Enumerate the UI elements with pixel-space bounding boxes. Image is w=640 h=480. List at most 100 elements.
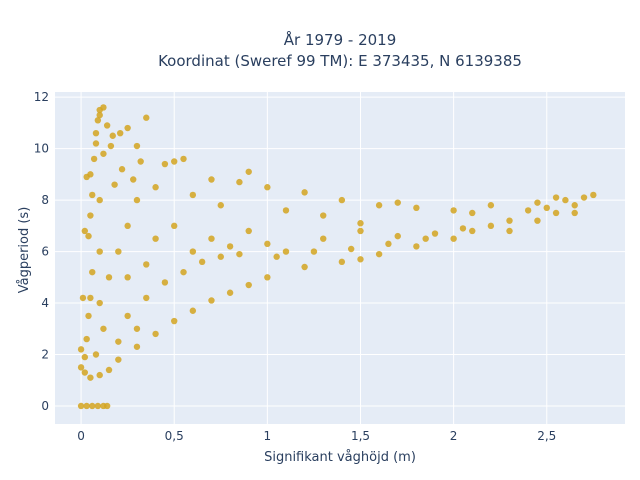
data-point bbox=[92, 351, 100, 358]
data-point bbox=[81, 369, 89, 376]
data-point bbox=[96, 196, 103, 204]
data-point bbox=[85, 232, 92, 240]
data-point bbox=[111, 181, 118, 188]
data-point bbox=[77, 364, 85, 371]
data-point bbox=[506, 227, 513, 235]
data-point bbox=[137, 158, 144, 165]
data-point bbox=[282, 207, 290, 214]
data-point bbox=[92, 129, 100, 137]
data-point bbox=[79, 294, 87, 302]
x-tick-label: 0,5 bbox=[165, 429, 184, 443]
data-point bbox=[81, 227, 89, 235]
data-point bbox=[357, 256, 364, 263]
data-point bbox=[189, 191, 197, 199]
data-point bbox=[236, 250, 243, 258]
data-point bbox=[89, 268, 96, 276]
data-point bbox=[469, 227, 476, 235]
data-point bbox=[320, 235, 327, 242]
data-point bbox=[338, 258, 346, 266]
data-point bbox=[320, 212, 327, 219]
data-point bbox=[431, 230, 439, 237]
data-point bbox=[357, 220, 364, 227]
data-point bbox=[413, 243, 420, 250]
data-point bbox=[171, 158, 178, 165]
data-point bbox=[459, 225, 467, 232]
data-point bbox=[103, 122, 111, 129]
data-point bbox=[87, 212, 94, 219]
data-point bbox=[422, 235, 429, 242]
plot-background bbox=[55, 92, 625, 424]
x-tick-label: 2 bbox=[450, 429, 458, 443]
data-point bbox=[90, 155, 98, 163]
data-point bbox=[552, 194, 560, 201]
data-point bbox=[450, 207, 457, 214]
data-point bbox=[301, 189, 308, 196]
data-points bbox=[77, 104, 597, 410]
data-point bbox=[115, 338, 122, 345]
data-point bbox=[116, 129, 124, 137]
y-tick-label: 6 bbox=[41, 245, 49, 259]
data-point bbox=[180, 268, 187, 276]
data-point bbox=[543, 204, 550, 212]
data-point bbox=[124, 124, 131, 132]
data-point bbox=[217, 202, 224, 209]
grid-lines bbox=[55, 92, 625, 424]
data-point bbox=[100, 150, 107, 157]
y-tick-label: 12 bbox=[34, 90, 49, 104]
data-point bbox=[83, 173, 90, 181]
data-point bbox=[83, 335, 90, 343]
data-point bbox=[152, 235, 159, 242]
data-point bbox=[552, 209, 560, 217]
data-point bbox=[310, 248, 318, 255]
data-point bbox=[534, 199, 541, 206]
data-point bbox=[105, 366, 113, 374]
data-point bbox=[124, 312, 131, 320]
y-axis-label: Vågperiod (s) bbox=[17, 207, 32, 294]
data-point bbox=[105, 274, 113, 281]
data-point bbox=[171, 317, 178, 325]
data-point bbox=[282, 248, 290, 255]
data-point bbox=[245, 281, 252, 289]
data-point bbox=[208, 176, 215, 183]
data-point bbox=[96, 248, 103, 255]
y-axis-ticks: 0 2 4 6 8 10 12 bbox=[34, 90, 49, 413]
data-point bbox=[83, 402, 90, 410]
data-point bbox=[236, 178, 243, 186]
data-point bbox=[590, 191, 597, 199]
data-point bbox=[87, 294, 94, 302]
data-point bbox=[161, 279, 169, 286]
data-point bbox=[143, 114, 150, 121]
data-point bbox=[124, 274, 131, 281]
data-point bbox=[89, 402, 96, 410]
data-point bbox=[100, 104, 107, 111]
data-point bbox=[375, 202, 383, 209]
y-tick-label: 8 bbox=[41, 193, 49, 207]
data-point bbox=[133, 142, 141, 150]
data-point bbox=[85, 312, 92, 320]
data-point bbox=[571, 202, 578, 209]
data-point bbox=[81, 353, 89, 361]
data-point bbox=[143, 294, 150, 302]
data-point bbox=[124, 222, 131, 230]
data-point bbox=[96, 299, 103, 307]
data-point bbox=[77, 346, 85, 353]
data-point bbox=[171, 222, 178, 230]
data-point bbox=[506, 217, 513, 224]
data-point bbox=[198, 258, 206, 266]
data-point bbox=[161, 160, 169, 168]
data-point bbox=[115, 248, 122, 255]
data-point bbox=[96, 371, 103, 379]
x-tick-label: 0 bbox=[77, 429, 85, 443]
x-axis-ticks: 0 0,5 1 1,5 2 2,5 bbox=[77, 429, 556, 443]
data-point bbox=[208, 235, 215, 242]
data-point bbox=[180, 155, 187, 163]
data-point bbox=[152, 330, 159, 338]
data-point bbox=[152, 184, 159, 191]
data-point bbox=[226, 243, 234, 250]
data-point bbox=[77, 402, 85, 410]
data-point bbox=[394, 232, 401, 240]
y-tick-label: 2 bbox=[41, 348, 49, 362]
data-point bbox=[189, 248, 197, 255]
x-tick-label: 1 bbox=[264, 429, 272, 443]
